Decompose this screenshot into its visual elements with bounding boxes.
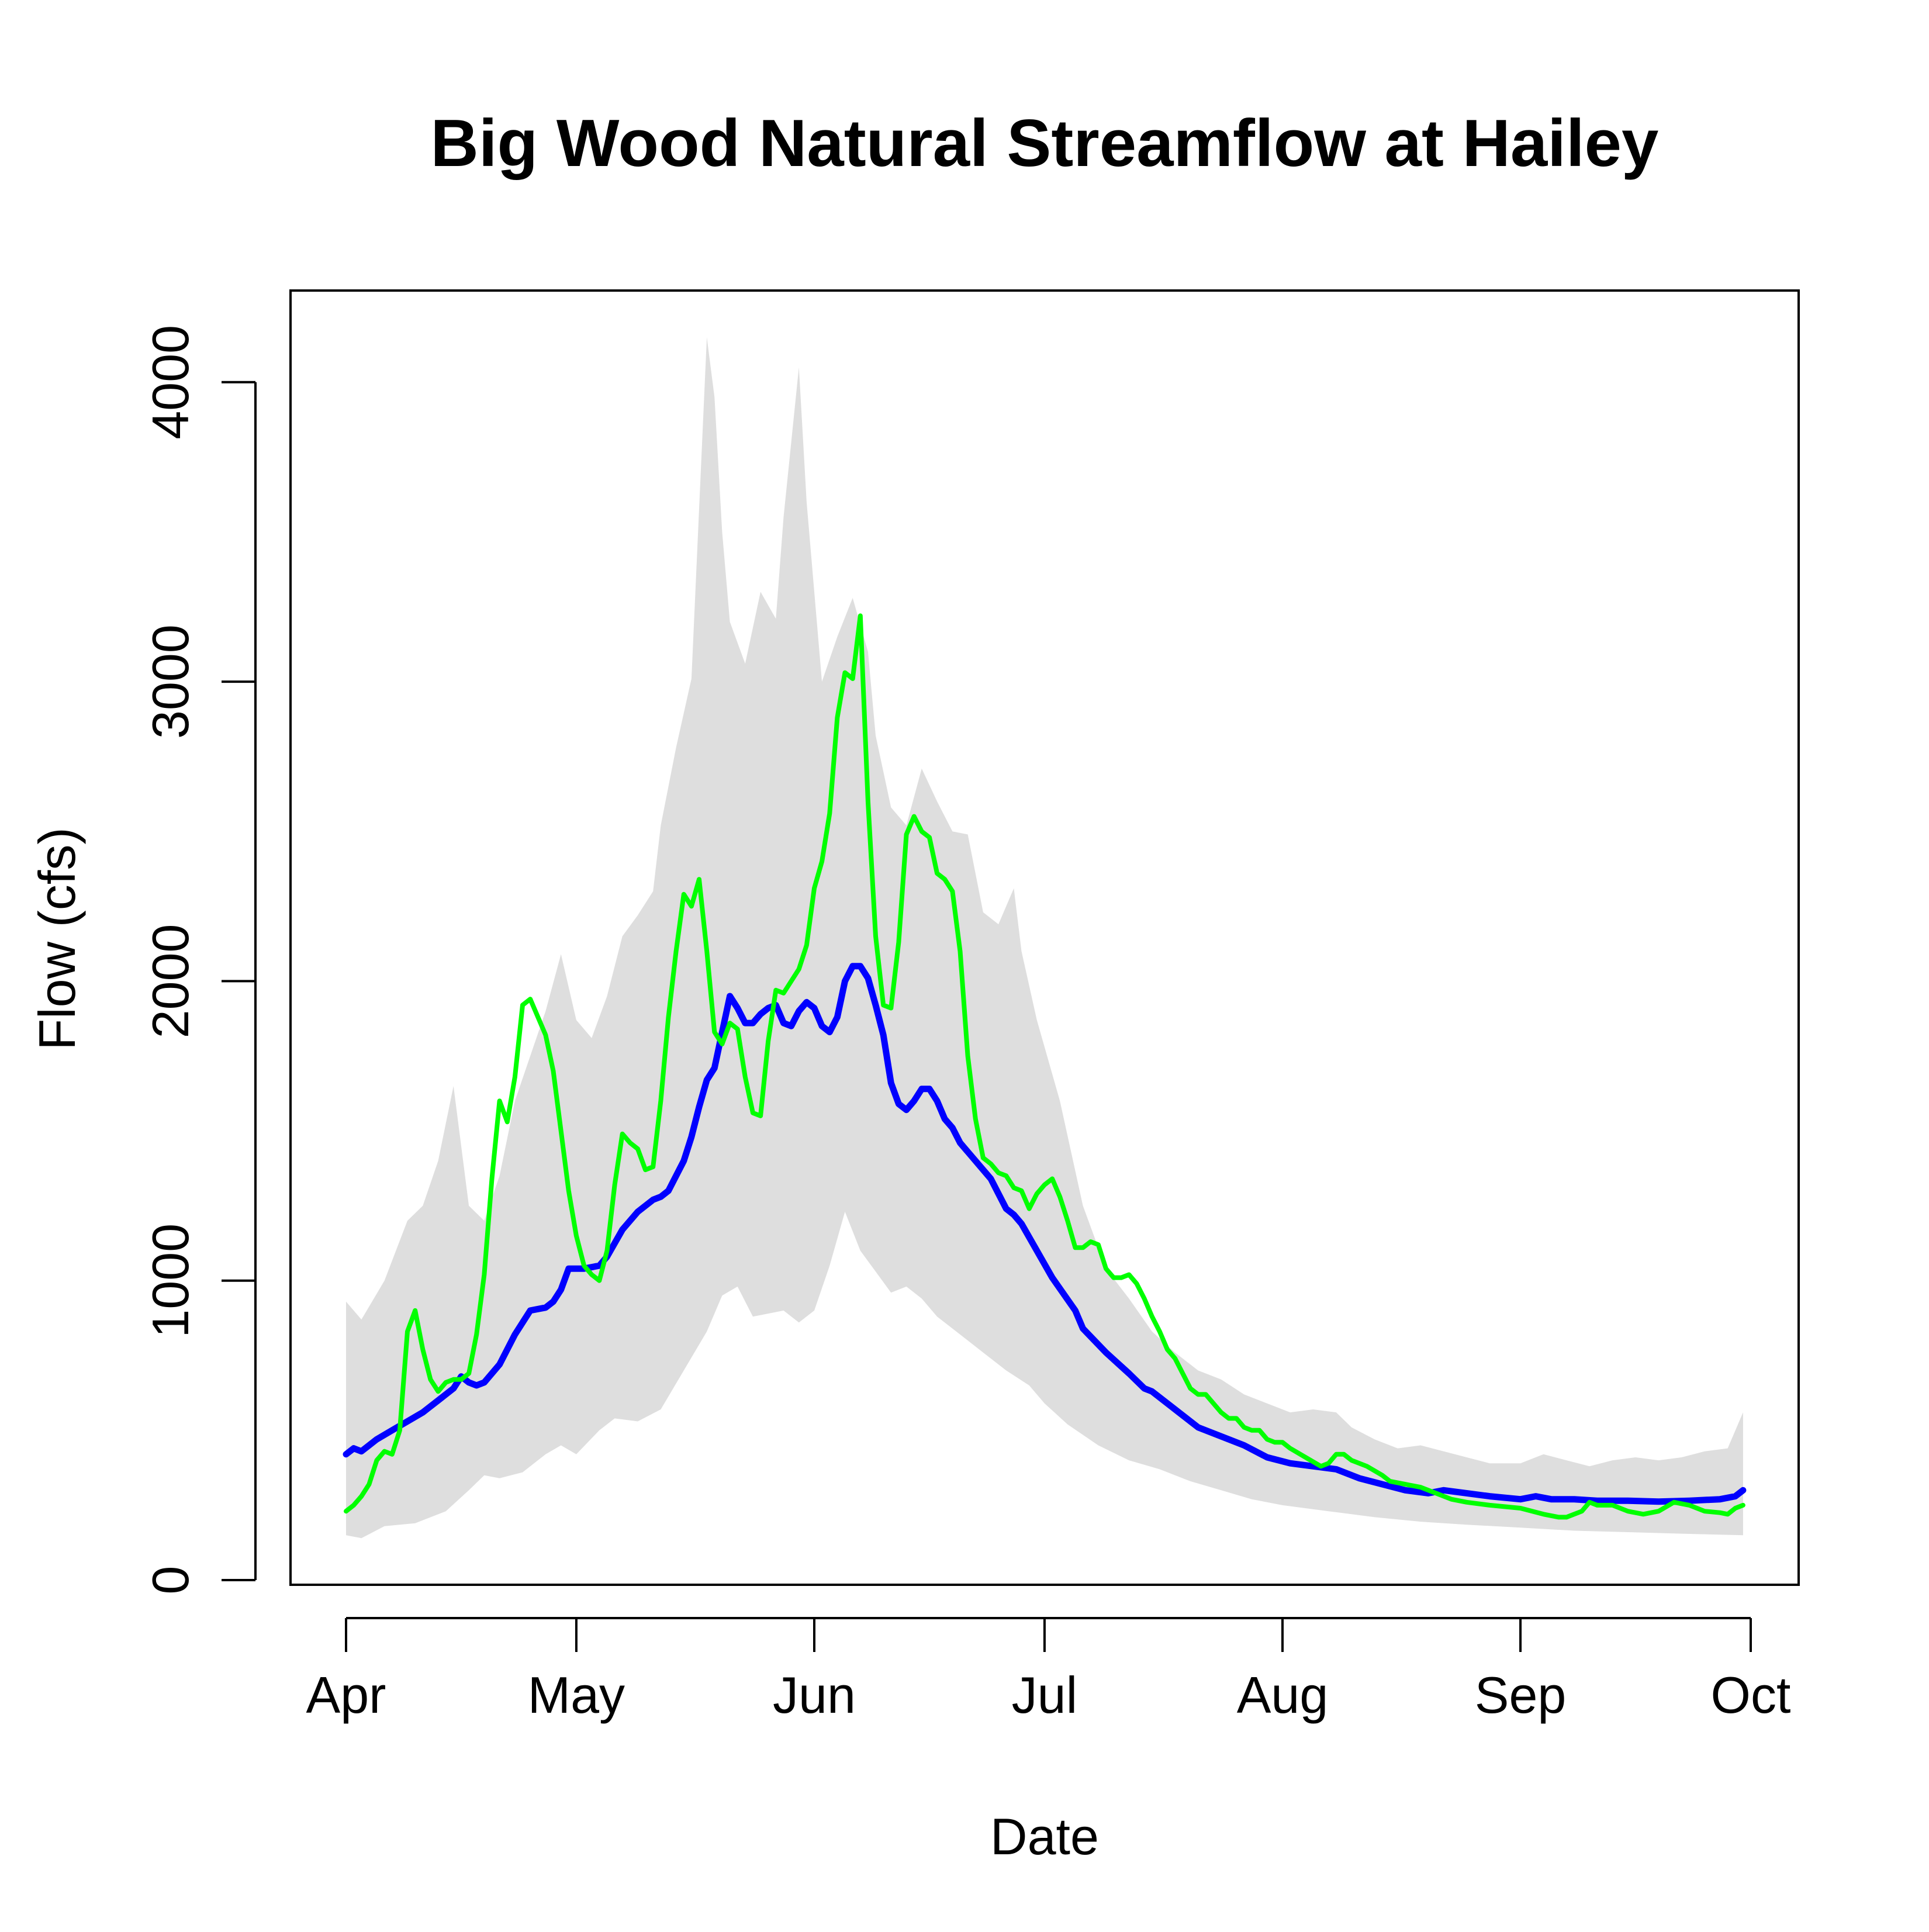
x-tick-label: Aug	[1237, 1666, 1329, 1724]
y-tick-label: 4000	[141, 325, 199, 440]
x-tick-label: May	[528, 1666, 625, 1724]
plot-area	[343, 337, 1747, 1539]
x-axis-label: Date	[990, 1807, 1099, 1865]
y-axis-label: Flow (cfs)	[28, 827, 86, 1050]
y-tick-label: 0	[141, 1566, 199, 1595]
blue-series-line	[343, 963, 1747, 1505]
y-tick-label: 3000	[141, 624, 199, 739]
chart-title: Big Wood Natural Streamflow at Hailey	[431, 106, 1659, 181]
x-tick-label: Jun	[773, 1666, 856, 1724]
range-band	[346, 337, 1743, 1539]
green-series-line	[344, 613, 1745, 1520]
y-tick-label: 1000	[141, 1224, 199, 1338]
x-tick-label: Oct	[1711, 1666, 1791, 1724]
plot-frame	[289, 289, 1800, 1586]
axes: Apr May Jun Jul Aug Sep Oct 0 1000 2000 3000 4000	[141, 289, 1800, 1724]
y-tick-label: 2000	[141, 924, 199, 1039]
x-tick-label: Jul	[1012, 1666, 1078, 1724]
x-tick-label: Apr	[306, 1666, 386, 1724]
x-tick-label: Sep	[1475, 1666, 1567, 1724]
